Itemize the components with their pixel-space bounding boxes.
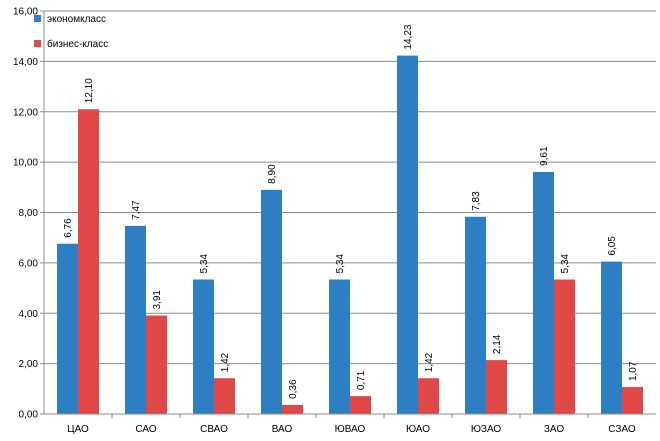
bar-series-1	[57, 243, 78, 414]
category-label: САО	[135, 424, 156, 435]
category-label: СВАО	[200, 424, 228, 435]
data-labels: 6,76 12,10 7,47 3,91 5,34 1,42 8,90 0,36 5,34 0,7…	[63, 24, 639, 399]
bar-series-2	[146, 315, 167, 414]
data-label-series-1: 9,61	[539, 146, 550, 166]
data-label-series-1: 6,05	[607, 236, 618, 256]
category-label: ЮАО	[406, 424, 430, 435]
y-tick-label: 0,00	[19, 410, 39, 421]
bar-series-2	[350, 396, 371, 414]
data-label-series-2: 3,91	[152, 290, 163, 310]
category-label: ЗАО	[544, 424, 564, 435]
data-label-series-2: 1,07	[628, 361, 639, 381]
data-label-series-2: 1,42	[220, 352, 231, 372]
axes: 0,00 2,00 4,00 6,00 8,00 10,00 12,00 14,00 16,00…	[13, 7, 656, 435]
bar-series-2	[282, 404, 303, 414]
y-tick-label: 6,00	[19, 258, 39, 269]
legend-label-series-1: экономкласс	[47, 14, 106, 25]
data-label-series-1: 7,83	[471, 191, 482, 211]
data-label-series-1: 8,90	[267, 164, 278, 184]
data-label-series-1: 5,34	[199, 254, 210, 274]
y-tick-label: 12,00	[13, 107, 38, 118]
y-tick-label: 8,00	[19, 208, 39, 219]
bar-series-1	[533, 171, 554, 414]
category-label: ЦАО	[67, 424, 89, 435]
y-tick-label: 16,00	[13, 7, 38, 18]
bar-series-2	[214, 378, 235, 414]
legend-swatch-series-1	[34, 15, 41, 22]
data-label-series-1: 6,76	[63, 218, 74, 238]
data-label-series-2: 0,71	[356, 370, 367, 390]
category-label: ЮЗАО	[471, 424, 502, 435]
data-label-series-1: 5,34	[335, 254, 346, 274]
bar-series-2	[418, 378, 439, 414]
y-tick-label: 14,00	[13, 57, 38, 68]
data-label-series-2: 12,10	[84, 78, 95, 103]
bar-series-1	[397, 55, 418, 414]
bars	[57, 55, 643, 414]
category-label: СЗАО	[608, 424, 636, 435]
bar-series-1	[329, 279, 350, 414]
category-label: ВАО	[272, 424, 293, 435]
y-tick-label: 10,00	[13, 158, 38, 169]
data-label-series-2: 2,14	[492, 334, 503, 354]
bar-series-2	[554, 279, 575, 414]
data-label-series-1: 7,47	[131, 200, 142, 220]
bar-series-1	[193, 279, 214, 414]
category-label: ЮВАО	[335, 424, 366, 435]
y-tick-label: 4,00	[19, 309, 39, 320]
legend-swatch-series-2	[34, 40, 41, 47]
bar-series-2	[622, 387, 643, 414]
bar-series-1	[601, 261, 622, 414]
bar-series-1	[125, 225, 146, 414]
data-label-series-2: 1,42	[424, 352, 435, 372]
y-tick-label: 2,00	[19, 359, 39, 370]
bar-series-1	[261, 189, 282, 414]
data-label-series-1: 14,23	[403, 24, 414, 49]
legend: экономкласс бизнес-класс	[34, 14, 108, 50]
legend-label-series-2: бизнес-класс	[47, 38, 108, 50]
bar-series-1	[465, 216, 486, 414]
data-label-series-2: 0,36	[288, 379, 299, 399]
bar-series-2	[486, 360, 507, 414]
bar-series-2	[78, 109, 99, 414]
data-label-series-2: 5,34	[560, 254, 571, 274]
